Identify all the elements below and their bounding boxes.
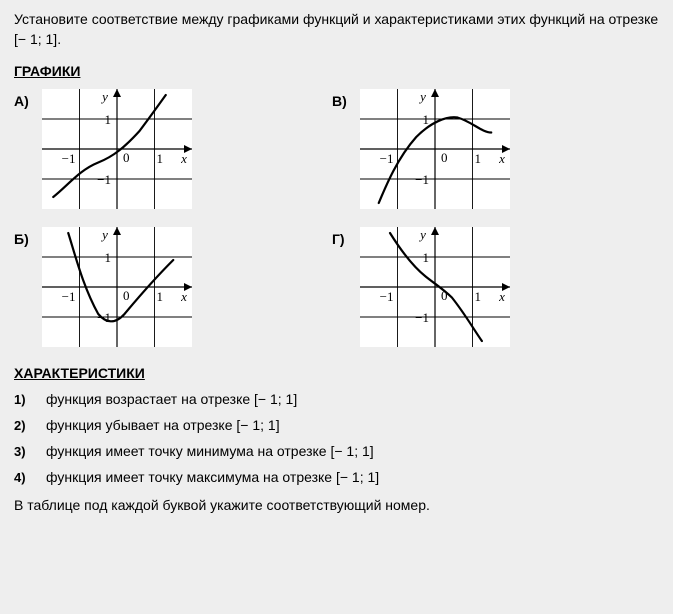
svg-text:−1: −1 bbox=[380, 151, 394, 166]
svg-text:y: y bbox=[418, 227, 426, 242]
svg-text:y: y bbox=[418, 89, 426, 104]
graph-label-g: Г) bbox=[332, 227, 352, 247]
graph-cell-v: В) y x 0 1 −1 1 −1 bbox=[332, 89, 510, 209]
intro-text: Установите соответствие между графиками … bbox=[14, 10, 659, 49]
graph-cell-a: А) y x 0 1 −1 1 −1 bbox=[14, 89, 192, 209]
svg-text:y: y bbox=[100, 227, 108, 242]
graphs-heading: ГРАФИКИ bbox=[14, 63, 659, 79]
char-row: 2) функция убывает на отрезке [− 1; 1] bbox=[14, 417, 659, 433]
svg-text:−1: −1 bbox=[380, 289, 394, 304]
char-text: функция убывает на отрезке [− 1; 1] bbox=[46, 417, 280, 433]
svg-text:0: 0 bbox=[123, 150, 130, 165]
intro-suffix: . bbox=[57, 31, 61, 47]
graph-label-b: Б) bbox=[14, 227, 34, 247]
svg-text:1: 1 bbox=[157, 289, 164, 304]
svg-text:1: 1 bbox=[475, 151, 482, 166]
svg-text:1: 1 bbox=[423, 112, 430, 127]
svg-text:−1: −1 bbox=[97, 310, 111, 325]
svg-text:−1: −1 bbox=[62, 151, 76, 166]
intro-interval: [− 1; 1] bbox=[14, 31, 57, 47]
svg-text:1: 1 bbox=[157, 151, 164, 166]
svg-text:1: 1 bbox=[423, 250, 430, 265]
intro-prefix: Установите соответствие между графиками … bbox=[14, 11, 658, 27]
char-num: 1) bbox=[14, 392, 36, 407]
characteristics-list: 1) функция возрастает на отрезке [− 1; 1… bbox=[14, 391, 659, 485]
svg-text:y: y bbox=[100, 89, 108, 104]
svg-text:x: x bbox=[498, 289, 505, 304]
char-row: 1) функция возрастает на отрезке [− 1; 1… bbox=[14, 391, 659, 407]
svg-text:0: 0 bbox=[441, 150, 448, 165]
char-num: 3) bbox=[14, 444, 36, 459]
svg-text:0: 0 bbox=[441, 288, 448, 303]
graph-cell-b: Б) y x 0 1 −1 1 −1 bbox=[14, 227, 192, 347]
svg-text:0: 0 bbox=[123, 288, 130, 303]
graph-cell-g: Г) y x 0 1 −1 1 −1 bbox=[332, 227, 510, 347]
graphs-row-1: А) y x 0 1 −1 1 −1 В) y x 0 1 −1 1 −1 bbox=[14, 89, 659, 209]
graph-g: y x 0 1 −1 1 −1 bbox=[360, 227, 510, 347]
graph-a: y x 0 1 −1 1 −1 bbox=[42, 89, 192, 209]
svg-text:1: 1 bbox=[105, 112, 112, 127]
graph-v: y x 0 1 −1 1 −1 bbox=[360, 89, 510, 209]
svg-text:x: x bbox=[498, 151, 505, 166]
svg-text:−1: −1 bbox=[415, 172, 429, 187]
svg-text:1: 1 bbox=[105, 250, 112, 265]
graph-b: y x 0 1 −1 1 −1 bbox=[42, 227, 192, 347]
char-num: 4) bbox=[14, 470, 36, 485]
char-text: функция возрастает на отрезке [− 1; 1] bbox=[46, 391, 297, 407]
svg-text:1: 1 bbox=[475, 289, 482, 304]
svg-text:x: x bbox=[180, 289, 187, 304]
svg-text:−1: −1 bbox=[62, 289, 76, 304]
char-text: функция имеет точку минимума на отрезке … bbox=[46, 443, 374, 459]
graph-label-v: В) bbox=[332, 89, 352, 109]
char-text: функция имеет точку максимума на отрезке… bbox=[46, 469, 379, 485]
svg-text:−1: −1 bbox=[97, 172, 111, 187]
footer-text: В таблице под каждой буквой укажите соот… bbox=[14, 497, 659, 513]
char-row: 3) функция имеет точку минимума на отрез… bbox=[14, 443, 659, 459]
char-num: 2) bbox=[14, 418, 36, 433]
graph-label-a: А) bbox=[14, 89, 34, 109]
svg-text:x: x bbox=[180, 151, 187, 166]
svg-text:−1: −1 bbox=[415, 310, 429, 325]
characteristics-heading: ХАРАКТЕРИСТИКИ bbox=[14, 365, 659, 381]
char-row: 4) функция имеет точку максимума на отре… bbox=[14, 469, 659, 485]
graphs-row-2: Б) y x 0 1 −1 1 −1 Г) y x 0 1 −1 1 −1 bbox=[14, 227, 659, 347]
